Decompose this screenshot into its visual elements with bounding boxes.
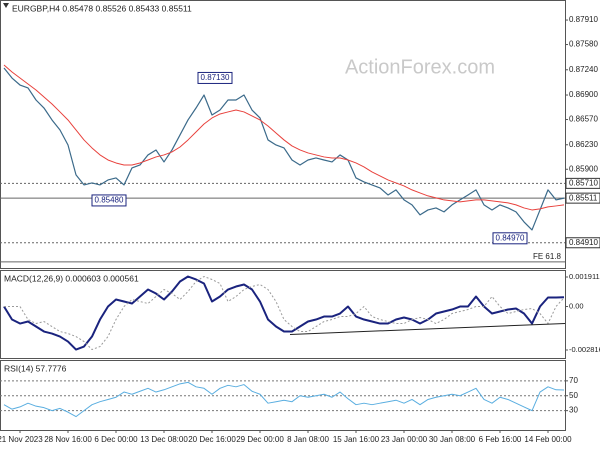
reference-label: 0.85511: [569, 193, 598, 202]
panel-frame: [0, 270, 566, 359]
annotation-label: 0.87130: [201, 73, 230, 82]
annotation-box: [91, 194, 127, 207]
y-tick-label: 0.86230: [569, 140, 598, 149]
reference-label: 0.85710: [569, 178, 598, 187]
y-tick-label: 0.87580: [569, 40, 598, 49]
x-tick-label: 13 Dec 08:00: [140, 435, 188, 444]
y-tick-label: 0.001911: [569, 272, 600, 281]
x-tick-label: 15 Jan 16:00: [333, 435, 380, 444]
series-line: [3, 275, 565, 351]
x-tick-label: 30 Jan 08:00: [429, 435, 476, 444]
y-tick-label: 70: [569, 376, 578, 385]
y-tick-label: 0.87240: [569, 65, 598, 74]
x-tick-label: 23 Jan 00:00: [381, 435, 428, 444]
x-tick-label: 21 Nov 2023: [0, 435, 43, 444]
x-tick-label: 14 Feb 00:00: [524, 435, 572, 444]
y-tick-label: 30: [569, 406, 578, 415]
y-tick-label: 0.85900: [569, 164, 598, 173]
x-tick-label: 20 Dec 16:00: [188, 435, 236, 444]
annotation-box: [197, 71, 233, 84]
panel-header: MACD(12,26,9) 0.000603 0.000561: [4, 273, 139, 283]
series-line: [3, 67, 565, 231]
y-tick-label: 0.00: [569, 302, 584, 311]
reference-label: FE 61.8: [533, 252, 562, 261]
reference-label-box: [565, 177, 600, 189]
y-tick-label: 50: [569, 391, 578, 400]
y-tick-label: 0.87910: [569, 15, 598, 24]
panel-header: EURGBP,H4 0.85478 0.85526 0.85433 0.8551…: [12, 3, 192, 13]
x-tick-label: 29 Dec 00:00: [236, 435, 284, 444]
reference-label-box: [565, 192, 600, 204]
reference-label-box: [565, 237, 600, 249]
series-line: [3, 64, 565, 211]
menu-icon: [3, 3, 9, 8]
x-tick-label: 6 Feb 16:00: [479, 435, 522, 444]
y-tick-label: 0.86900: [569, 90, 598, 99]
series-line: [3, 381, 565, 418]
annotation-box: [492, 232, 528, 245]
x-tick-label: 6 Dec 00:00: [94, 435, 138, 444]
y-tick-label: -0.002816: [569, 345, 600, 354]
panel-header: RSI(14) 57.7776: [4, 363, 67, 373]
annotation-label: 0.85480: [95, 196, 124, 205]
trendline: [289, 323, 566, 335]
x-tick-label: 8 Jan 08:00: [287, 435, 329, 444]
x-tick-label: 28 Nov 16:00: [44, 435, 92, 444]
annotation-label: 0.84970: [496, 233, 525, 242]
reference-label: 0.84910: [569, 238, 598, 247]
panel-frame: [0, 0, 566, 269]
series-line: [4, 276, 565, 351]
watermark: ActionForex.com: [345, 56, 495, 78]
y-tick-label: 0.86570: [569, 115, 598, 124]
